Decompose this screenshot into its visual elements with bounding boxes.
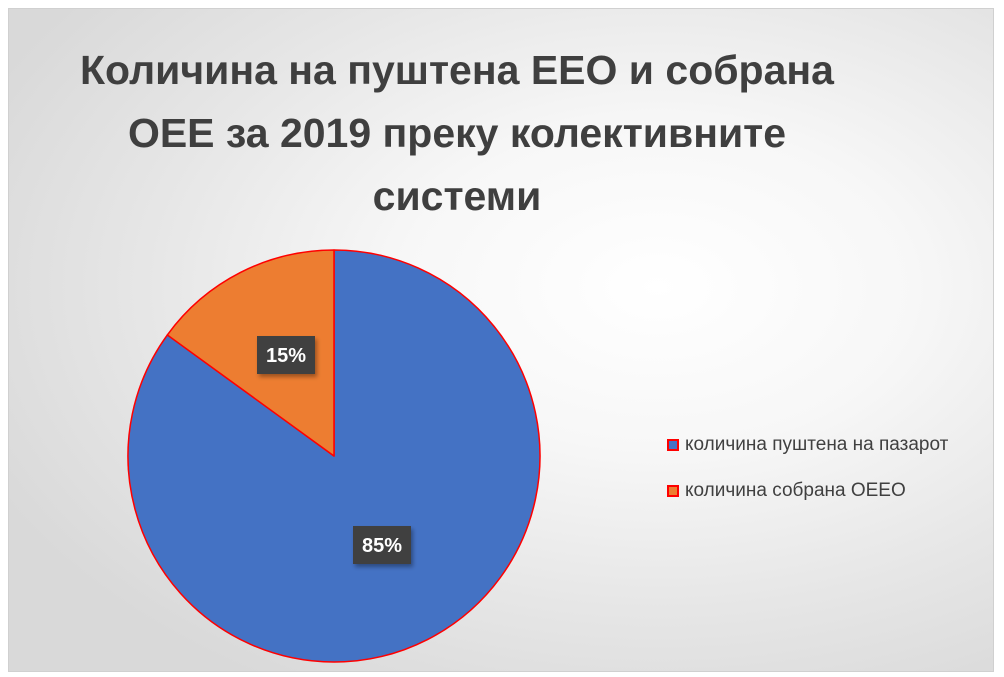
legend-swatch-market [667, 439, 679, 451]
legend-label-market: количина пуштена на пазарот [685, 434, 948, 456]
legend-item-collected: количина собрана ОЕЕО [667, 480, 948, 502]
data-label-collected: 15% [257, 336, 315, 374]
legend-item-market: количина пуштена на пазарот [667, 434, 948, 456]
pie-chart: 85% 15% [9, 9, 994, 672]
legend-label-collected: количина собрана ОЕЕО [685, 480, 906, 502]
legend-swatch-collected [667, 485, 679, 497]
data-label-collected-text: 15% [266, 345, 306, 367]
data-label-market-text: 85% [362, 535, 402, 557]
chart-area: Количина на пуштена ЕЕО и собрана ОЕЕ за… [8, 8, 994, 672]
chart-legend: количина пуштена на пазарот количина соб… [667, 434, 948, 526]
data-label-market: 85% [353, 526, 411, 564]
